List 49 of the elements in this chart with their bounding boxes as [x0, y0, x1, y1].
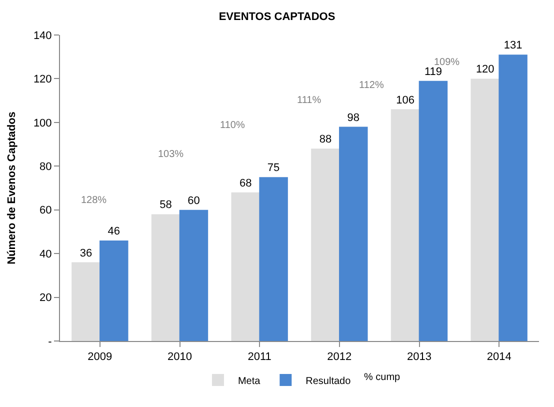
x-tick-label: 2009	[88, 351, 112, 364]
bar	[390, 109, 420, 341]
data-label: 98	[347, 112, 360, 124]
bar	[72, 262, 100, 341]
x-tick-label: 2012	[327, 351, 352, 364]
bar	[311, 148, 340, 341]
data-label: 120	[476, 64, 494, 76]
data-label: 88	[319, 134, 332, 146]
annotation: 128%	[81, 195, 107, 206]
y-tick-label: 60	[40, 204, 52, 217]
y-tick-label: 40	[40, 248, 52, 260]
legend-label: Resultado	[306, 376, 352, 387]
annotation: 103%	[158, 149, 184, 160]
text: % cump	[364, 372, 401, 383]
bar	[231, 192, 260, 341]
annotation: 112%	[359, 80, 384, 91]
annotation: 110%	[220, 120, 245, 131]
y-tick-label: 20	[40, 292, 52, 304]
bar	[151, 214, 180, 341]
annotation: 111%	[297, 95, 322, 106]
data-label: 106	[396, 94, 414, 106]
data-label: 119	[424, 66, 442, 78]
data-label: 68	[239, 177, 252, 190]
y-tick-label: 140	[33, 30, 52, 42]
y-tick-label: 100	[33, 117, 52, 130]
data-label: 131	[504, 40, 522, 52]
chart-title: EVENTOS CAPTADOS	[218, 10, 336, 23]
data-label: 36	[80, 247, 92, 260]
bar	[470, 78, 500, 341]
bar	[339, 126, 368, 341]
y-tick-label: 80	[40, 160, 52, 173]
data-label: 46	[108, 225, 120, 238]
legend-label: Meta	[238, 376, 261, 387]
bar	[259, 177, 288, 341]
x-tick-label: 2010	[168, 351, 192, 364]
bar	[179, 210, 208, 341]
y-axis-title: Número de Evenos Captados	[6, 112, 18, 264]
data-label: 75	[267, 162, 280, 174]
bar	[418, 80, 448, 341]
y-tick-label: 120	[33, 74, 52, 86]
data-label: 60	[188, 194, 200, 207]
bar	[498, 54, 528, 341]
x-tick-label: 2013	[407, 351, 432, 364]
x-tick-label: 2014	[486, 351, 512, 364]
y-tick-label: -	[48, 336, 52, 348]
x-tick-label: 2011	[248, 351, 272, 364]
data-label: 58	[160, 199, 172, 212]
annotation: 109%	[434, 57, 460, 68]
bar	[100, 240, 128, 341]
